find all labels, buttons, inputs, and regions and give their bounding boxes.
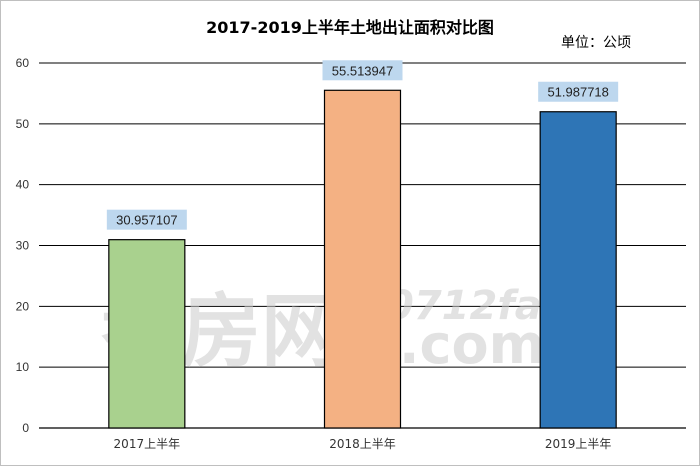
y-axis-ticks: 0 10 20 30 40 50 60 bbox=[16, 56, 30, 435]
x-category-label: 2019上半年 bbox=[545, 437, 612, 451]
data-label: 55.513947 bbox=[332, 63, 393, 78]
y-tick-label: 30 bbox=[16, 239, 30, 253]
y-tick-label: 50 bbox=[16, 117, 30, 131]
watermark-sub2: .com bbox=[399, 313, 545, 376]
y-tick-label: 10 bbox=[16, 360, 30, 374]
bar bbox=[323, 89, 402, 429]
y-tick-label: 0 bbox=[22, 421, 29, 435]
unit-label: 单位：公顷 bbox=[561, 35, 631, 51]
x-category-label: 2017上半年 bbox=[114, 437, 181, 451]
y-tick-label: 40 bbox=[16, 178, 30, 192]
y-tick-label: 20 bbox=[16, 299, 30, 313]
bars bbox=[108, 89, 617, 429]
x-axis-categories: 2017上半年 2018上半年 2019上半年 bbox=[114, 437, 612, 451]
data-label: 51.987718 bbox=[547, 85, 608, 100]
data-label: 30.957107 bbox=[116, 213, 177, 228]
data-label-bg bbox=[538, 81, 619, 102]
data-label-bg bbox=[106, 209, 187, 230]
data-labels: 30.957107 55.513947 51.987718 bbox=[106, 60, 619, 230]
chart-title: 2017-2019上半年土地出让面积对比图 bbox=[206, 18, 494, 37]
x-category-label: 2018上半年 bbox=[329, 437, 396, 451]
bar bbox=[108, 239, 186, 429]
y-tick-label: 60 bbox=[16, 56, 30, 70]
data-label-bg bbox=[322, 60, 403, 81]
bar bbox=[539, 111, 617, 429]
